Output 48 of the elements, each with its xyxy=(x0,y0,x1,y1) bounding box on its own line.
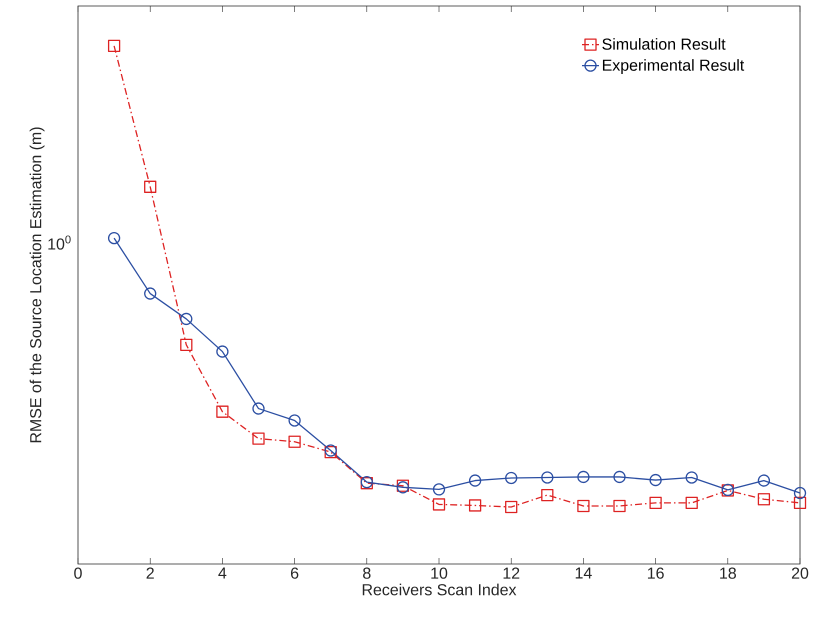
x-tick-label: 18 xyxy=(720,568,736,579)
point xyxy=(649,496,662,510)
point xyxy=(686,471,698,484)
x-tick-label: 14 xyxy=(576,568,592,578)
text: 10$^{0}$ xyxy=(48,235,71,250)
point xyxy=(794,486,806,500)
point xyxy=(577,500,590,512)
point xyxy=(505,500,518,514)
legend-label: Experimental Result xyxy=(602,59,744,74)
point xyxy=(577,470,590,484)
point xyxy=(180,338,192,351)
y-axis-title: RMSE of the Source Location Estimation (m) xyxy=(30,127,44,442)
point xyxy=(288,414,301,427)
point xyxy=(649,474,662,486)
x-tick-label: 6 xyxy=(290,568,298,579)
x-tick-label: 12 xyxy=(504,568,520,579)
point xyxy=(216,345,229,358)
point xyxy=(216,406,229,418)
point xyxy=(144,180,156,193)
x-tick-label: 16 xyxy=(648,568,664,579)
x-tick-label: 10 xyxy=(431,568,448,579)
point xyxy=(252,402,265,415)
x-tick-label: 20 xyxy=(792,568,808,579)
point xyxy=(468,499,482,512)
x-tick-label: 0 xyxy=(74,568,82,579)
point xyxy=(252,432,265,445)
point xyxy=(505,472,518,484)
point xyxy=(758,493,770,506)
point xyxy=(541,488,554,502)
point xyxy=(758,474,770,487)
legend-label: Simulation Result xyxy=(602,38,726,50)
point xyxy=(794,496,806,510)
point xyxy=(686,496,698,510)
x-tick-label: 8 xyxy=(363,568,371,579)
point xyxy=(613,500,626,512)
point xyxy=(613,470,626,484)
point xyxy=(288,436,301,448)
x-tick-label: 2 xyxy=(146,568,154,579)
point xyxy=(432,483,446,496)
x-tick-label: 4 xyxy=(218,568,226,578)
point xyxy=(468,474,482,487)
point xyxy=(108,40,120,52)
point xyxy=(432,498,446,511)
point xyxy=(180,312,192,326)
point xyxy=(108,232,120,244)
point xyxy=(541,471,554,484)
point xyxy=(144,287,156,300)
x-axis-title: Receivers Scan Index xyxy=(362,584,516,596)
